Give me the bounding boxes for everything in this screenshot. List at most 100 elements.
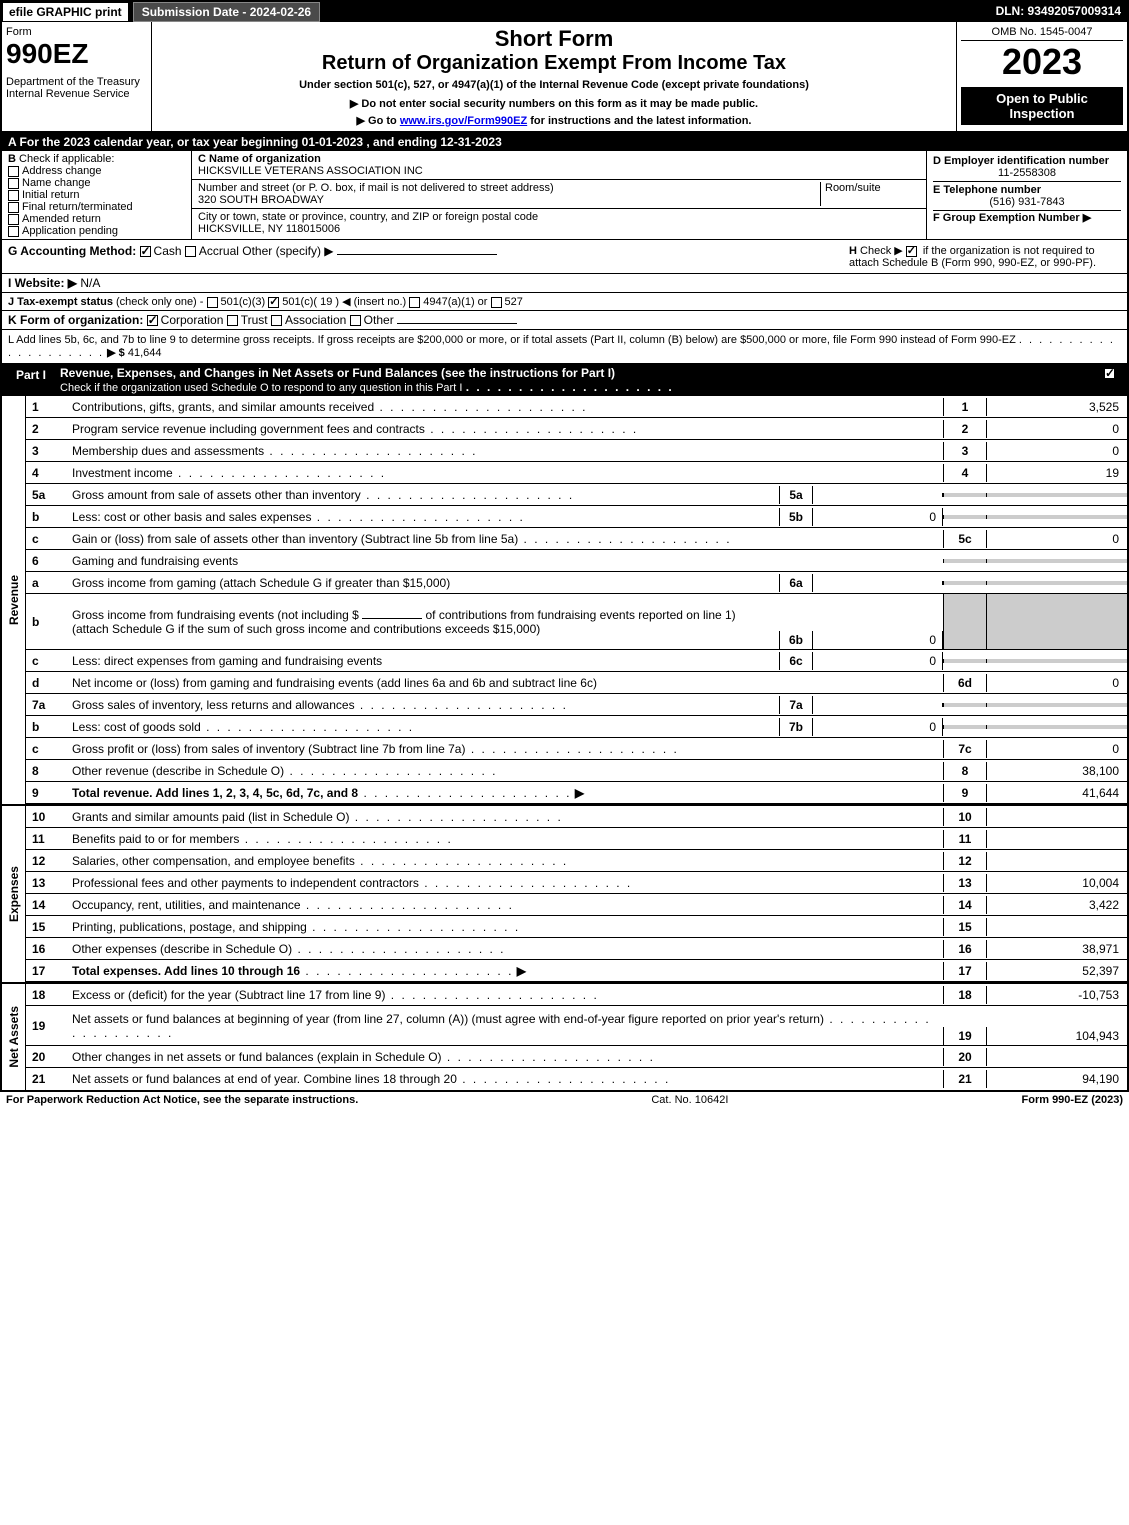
checkbox-corporation[interactable] bbox=[147, 315, 158, 326]
checkbox-association[interactable] bbox=[271, 315, 282, 326]
line-num: 18 bbox=[26, 986, 68, 1004]
checkbox-initial-return[interactable] bbox=[8, 190, 19, 201]
revenue-group: Revenue 1 Contributions, gifts, grants, … bbox=[2, 396, 1127, 804]
submission-date: Submission Date - 2024-02-26 bbox=[133, 2, 320, 22]
goto-link[interactable]: www.irs.gov/Form990EZ bbox=[400, 115, 527, 127]
sub-box-label: 6a bbox=[779, 574, 813, 592]
checkbox-527[interactable] bbox=[491, 297, 502, 308]
line-num: 8 bbox=[26, 762, 68, 780]
checkbox-schedule-o-used[interactable] bbox=[1104, 368, 1115, 379]
checkbox-cash[interactable] bbox=[140, 246, 151, 257]
shaded-box bbox=[987, 515, 1127, 519]
checkbox-4947[interactable] bbox=[409, 297, 420, 308]
line-6: 6 Gaming and fundraising events bbox=[26, 550, 1127, 572]
sub-box-label: 5b bbox=[779, 508, 813, 526]
ein-label: D Employer identification number bbox=[933, 155, 1109, 167]
form-label: Form bbox=[6, 26, 147, 38]
row-a-calendar: A For the 2023 calendar year, or tax yea… bbox=[2, 133, 1127, 151]
line-21: 21 Net assets or fund balances at end of… bbox=[26, 1068, 1127, 1090]
part1-title-text: Revenue, Expenses, and Changes in Net As… bbox=[60, 366, 615, 380]
checkbox-final-return[interactable] bbox=[8, 202, 19, 213]
opt-other-specify: Other (specify) ▶ bbox=[242, 244, 333, 258]
shaded-box bbox=[987, 725, 1127, 729]
opt-501c3: 501(c)(3) bbox=[221, 296, 266, 308]
opt-amended-return: Amended return bbox=[22, 213, 101, 225]
line-box-num: 16 bbox=[943, 940, 987, 958]
h-check-text: Check ▶ bbox=[860, 245, 903, 257]
sub-box-val bbox=[813, 493, 943, 497]
goto-link-row: ▶ Go to www.irs.gov/Form990EZ for instru… bbox=[156, 114, 952, 127]
dots-icon bbox=[355, 698, 568, 712]
line-6d: d Net income or (loss) from gaming and f… bbox=[26, 672, 1127, 694]
checkbox-trust[interactable] bbox=[227, 315, 238, 326]
line-num: 15 bbox=[26, 918, 68, 936]
shaded-box bbox=[943, 703, 987, 707]
line-desc-text: Investment income bbox=[72, 466, 173, 480]
line-box-val bbox=[987, 1055, 1127, 1059]
line-7b: b Less: cost of goods sold 7b 0 bbox=[26, 716, 1127, 738]
line-desc-text: Benefits paid to or for members bbox=[72, 832, 239, 846]
line-11: 11 Benefits paid to or for members 11 bbox=[26, 828, 1127, 850]
revenue-lines: 1 Contributions, gifts, grants, and simi… bbox=[26, 396, 1127, 804]
line-desc-text: Contributions, gifts, grants, and simila… bbox=[72, 400, 374, 414]
dln-label: DLN: 93492057009314 bbox=[990, 2, 1127, 22]
checkbox-address-change[interactable] bbox=[8, 166, 19, 177]
checkbox-other-org[interactable] bbox=[350, 315, 361, 326]
line-6a: a Gross income from gaming (attach Sched… bbox=[26, 572, 1127, 594]
part1-check-note: Check if the organization used Schedule … bbox=[60, 382, 462, 394]
city-row: City or town, state or province, country… bbox=[192, 209, 926, 237]
line-desc: Less: direct expenses from gaming and fu… bbox=[68, 652, 779, 670]
line-num: 21 bbox=[26, 1070, 68, 1088]
goto-suffix: for instructions and the latest informat… bbox=[527, 115, 751, 127]
line-box-num: 20 bbox=[943, 1048, 987, 1066]
line-box-num: 10 bbox=[943, 808, 987, 826]
section-bcd: B Check if applicable: Address change Na… bbox=[2, 151, 1127, 240]
dots-icon bbox=[361, 488, 574, 502]
line-desc: Gross sales of inventory, less returns a… bbox=[68, 696, 779, 714]
checkbox-501c[interactable] bbox=[268, 297, 279, 308]
dots-icon bbox=[301, 898, 514, 912]
line-desc-text: Gain or (loss) from sale of assets other… bbox=[72, 532, 518, 546]
line-desc: Other expenses (describe in Schedule O) bbox=[68, 940, 943, 958]
line-num: 12 bbox=[26, 852, 68, 870]
dots-icon bbox=[239, 832, 452, 846]
org-name-row: C Name of organization HICKSVILLE VETERA… bbox=[192, 151, 926, 180]
line-6b: b Gross income from fundraising events (… bbox=[26, 594, 1127, 650]
arrow-icon: ▶ bbox=[517, 964, 526, 978]
opt-association: Association bbox=[285, 313, 346, 327]
header-right: OMB No. 1545-0047 2023 Open to Public In… bbox=[957, 22, 1127, 131]
line-desc-text: Less: cost or other basis and sales expe… bbox=[72, 510, 311, 524]
line-box-val: 3,525 bbox=[987, 398, 1127, 416]
shaded-box bbox=[987, 559, 1127, 563]
footer-right-suffix: (2023) bbox=[1088, 1094, 1123, 1106]
shaded-box bbox=[943, 515, 987, 519]
checkbox-not-required-schedule-b[interactable] bbox=[906, 246, 917, 257]
line-desc: Printing, publications, postage, and shi… bbox=[68, 918, 943, 936]
line-desc-text: Net assets or fund balances at beginning… bbox=[72, 1012, 824, 1026]
l-arrow: ▶ $ bbox=[107, 347, 125, 359]
sub-box-label: 5a bbox=[779, 486, 813, 504]
checkbox-amended-return[interactable] bbox=[8, 214, 19, 225]
opt-other-org: Other bbox=[364, 313, 394, 327]
section-j: J Tax-exempt status (check only one) - 5… bbox=[2, 293, 1127, 311]
expenses-lines: 10 Grants and similar amounts paid (list… bbox=[26, 806, 1127, 982]
dots-icon bbox=[355, 854, 568, 868]
checkbox-accrual[interactable] bbox=[185, 246, 196, 257]
dots-icon bbox=[264, 444, 477, 458]
section-c: C Name of organization HICKSVILLE VETERA… bbox=[192, 151, 927, 239]
line-num: b bbox=[26, 613, 68, 631]
line-box-num: 2 bbox=[943, 420, 987, 438]
line-box-num: 9 bbox=[943, 784, 987, 802]
checkbox-application-pending[interactable] bbox=[8, 226, 19, 237]
line-3: 3 Membership dues and assessments 3 0 bbox=[26, 440, 1127, 462]
line-box-val: 0 bbox=[987, 530, 1127, 548]
line-num: 2 bbox=[26, 420, 68, 438]
line-num: c bbox=[26, 740, 68, 758]
checkbox-501c3[interactable] bbox=[207, 297, 218, 308]
line-desc: Total revenue. Add lines 1, 2, 3, 4, 5c,… bbox=[68, 784, 943, 802]
line-desc: Salaries, other compensation, and employ… bbox=[68, 852, 943, 870]
other-org-blank bbox=[397, 323, 517, 324]
checkbox-name-change[interactable] bbox=[8, 178, 19, 189]
dots-icon bbox=[419, 876, 632, 890]
line-box-num: 17 bbox=[943, 962, 987, 980]
